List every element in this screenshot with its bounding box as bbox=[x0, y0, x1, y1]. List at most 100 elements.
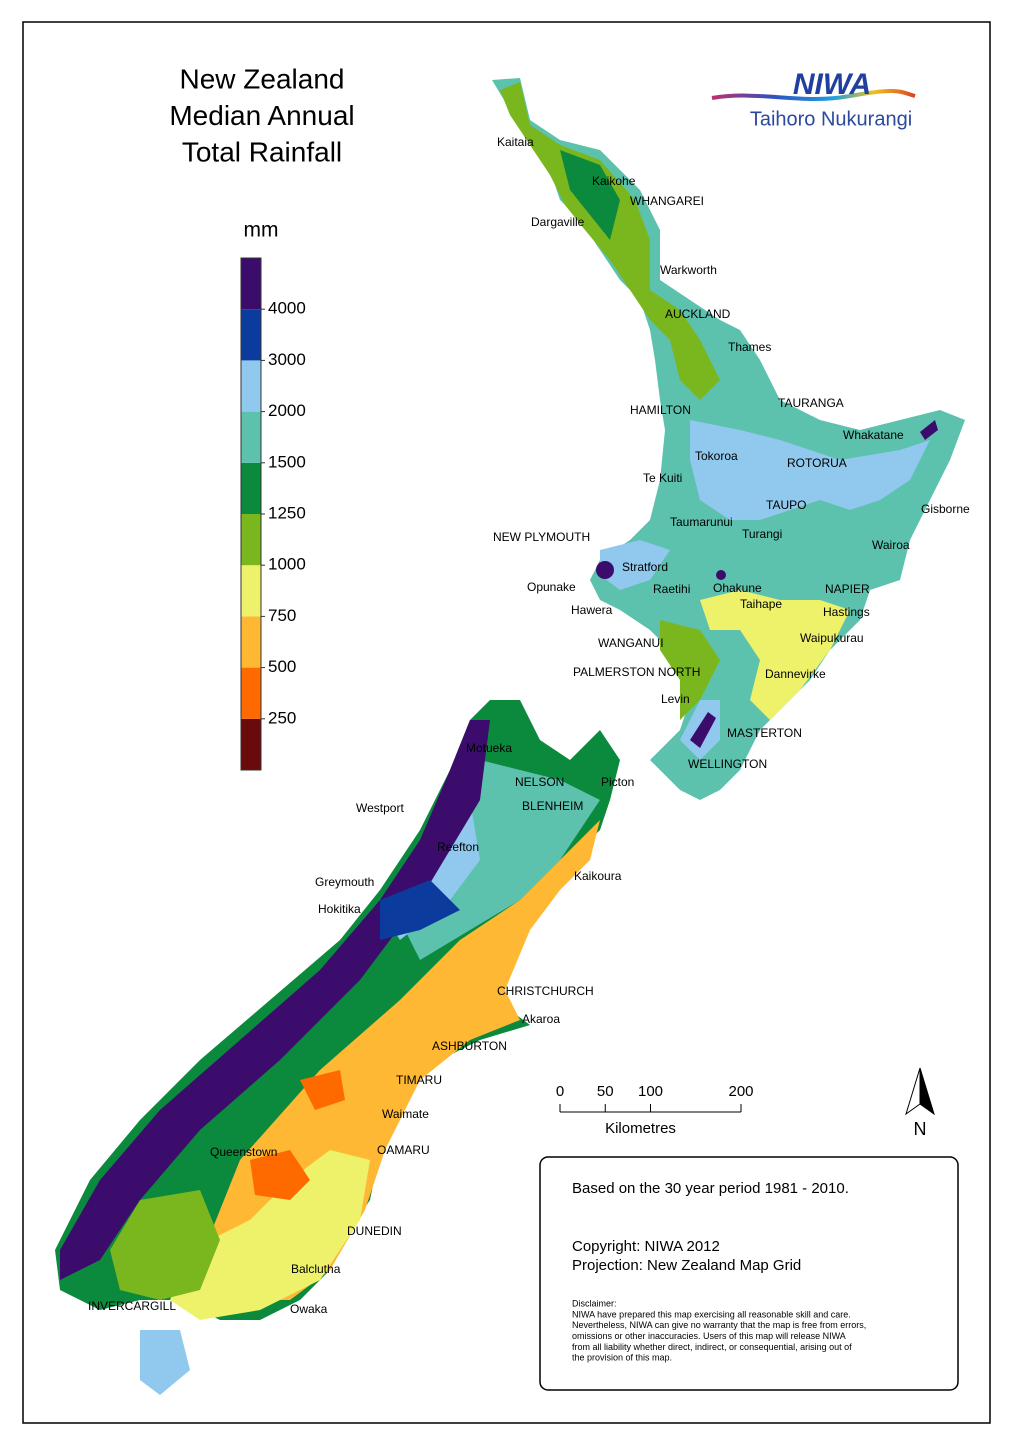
place-label: TIMARU bbox=[396, 1073, 442, 1087]
logo-subtitle: Taihoro Nukurangi bbox=[750, 108, 912, 130]
legend-tick-label: 500 bbox=[268, 657, 296, 676]
legend-tick-label: 750 bbox=[268, 606, 296, 625]
place-label: WHANGAREI bbox=[630, 194, 704, 208]
place-label: Akaroa bbox=[522, 1012, 560, 1026]
place-label: Hokitika bbox=[318, 902, 361, 916]
place-label: Warkworth bbox=[660, 263, 717, 277]
place-label: Raetihi bbox=[653, 582, 690, 596]
legend-swatch bbox=[241, 462, 261, 514]
place-label: AUCKLAND bbox=[665, 307, 731, 321]
scale-tick-label: 0 bbox=[556, 1083, 564, 1100]
place-labels: Kaitaia Kaikohe WHANGAREI Dargaville Warkwor… bbox=[88, 135, 970, 1316]
scale-label: Kilometres bbox=[605, 1120, 676, 1137]
legend-swatch bbox=[241, 411, 261, 463]
alps-purple bbox=[60, 720, 490, 1280]
place-label: Kaikoura bbox=[574, 869, 622, 883]
place-label: Dargaville bbox=[531, 215, 585, 229]
place-label: Reefton bbox=[437, 840, 479, 854]
place-label: Kaikohe bbox=[592, 174, 636, 188]
place-label: Opunake bbox=[527, 580, 576, 594]
southland-green bbox=[110, 1190, 220, 1300]
ruapehu-peak bbox=[716, 570, 726, 580]
scale-bar: 0 50 100 200 Kilometres bbox=[556, 1083, 754, 1137]
alps-blue bbox=[380, 880, 460, 940]
place-label: CHRISTCHURCH bbox=[497, 984, 594, 998]
place-label: Picton bbox=[601, 775, 634, 789]
otago-yellow bbox=[170, 1150, 370, 1320]
map-title: New Zealand Median Annual Total Rainfall bbox=[169, 63, 354, 167]
place-label: Gisborne bbox=[921, 502, 970, 516]
legend-swatch bbox=[241, 616, 261, 668]
place-label: NELSON bbox=[515, 775, 564, 789]
disclaimer: NIWA have prepared this map exercising a… bbox=[572, 1309, 866, 1362]
legend-tick-label: 1250 bbox=[268, 503, 306, 522]
projection: Projection: New Zealand Map Grid bbox=[572, 1257, 801, 1274]
place-label: Whakatane bbox=[843, 428, 904, 442]
disclaimer-line: omissions or other inaccuracies. Users o… bbox=[572, 1331, 846, 1341]
map-land bbox=[55, 78, 965, 1395]
north-label: N bbox=[914, 1119, 927, 1139]
legend-swatch bbox=[241, 667, 261, 719]
place-label: Kaitaia bbox=[497, 135, 534, 149]
taranaki-blue bbox=[600, 540, 670, 590]
title-line: Total Rainfall bbox=[182, 136, 342, 167]
place-label: ASHBURTON bbox=[432, 1039, 507, 1053]
place-label: DUNEDIN bbox=[347, 1224, 402, 1238]
place-label: NAPIER bbox=[825, 582, 870, 596]
disclaimer-title: Disclaimer: bbox=[572, 1298, 617, 1308]
notes-frame bbox=[539, 1156, 959, 1391]
northland-green bbox=[500, 82, 720, 400]
title-line: New Zealand bbox=[180, 63, 345, 94]
place-label: MASTERTON bbox=[727, 726, 802, 740]
place-label: Dannevirke bbox=[765, 667, 826, 681]
place-label: Tokoroa bbox=[695, 449, 738, 463]
place-label: Motueka bbox=[466, 741, 512, 755]
north-arrow: N bbox=[905, 1067, 935, 1139]
logo-name: NIWA bbox=[793, 68, 871, 101]
place-label: Westport bbox=[356, 801, 404, 815]
place-label: Te Kuiti bbox=[643, 471, 682, 485]
place-label: OAMARU bbox=[377, 1143, 430, 1157]
raukumara-peak bbox=[920, 420, 938, 440]
place-label: Taumarunui bbox=[670, 515, 733, 529]
north-arrow-right bbox=[919, 1067, 935, 1116]
legend-swatch bbox=[241, 565, 261, 617]
place-label: NEW PLYMOUTH bbox=[493, 530, 590, 544]
stewart-island bbox=[140, 1330, 190, 1395]
legend: 250 500 750 1000 1250 1500 2000 3000 4000 bbox=[240, 257, 306, 771]
place-label: TAURANGA bbox=[778, 396, 844, 410]
hawkes-bay-dry bbox=[700, 590, 850, 720]
legend-swatch bbox=[241, 514, 261, 566]
place-label: Queenstown bbox=[210, 1145, 277, 1159]
manawatu-green bbox=[660, 620, 720, 720]
place-label: Ohakune bbox=[713, 581, 762, 595]
place-label: Wairoa bbox=[872, 538, 910, 552]
place-label: HAMILTON bbox=[630, 403, 691, 417]
legend-swatch bbox=[241, 718, 261, 770]
place-label: Waipukurau bbox=[800, 631, 864, 645]
legend-tick-label: 4000 bbox=[268, 299, 306, 318]
title-line: Median Annual bbox=[169, 100, 354, 131]
place-label: Turangi bbox=[742, 527, 782, 541]
place-label: Greymouth bbox=[315, 875, 374, 889]
taranaki-peak bbox=[596, 561, 614, 579]
legend-tick-label: 2000 bbox=[268, 401, 306, 420]
notes-box: Based on the 30 year period 1981 - 2010.… bbox=[539, 1156, 959, 1391]
disclaimer-line: from all liability whether direct, indir… bbox=[572, 1342, 852, 1352]
place-label: BLENHEIM bbox=[522, 799, 583, 813]
place-label: PALMERSTON NORTH bbox=[573, 665, 700, 679]
legend-tick-label: 1000 bbox=[268, 555, 306, 574]
disclaimer-line: Nevertheless, NIWA can give no warranty … bbox=[572, 1320, 866, 1330]
place-label: WANGANUI bbox=[598, 636, 664, 650]
place-label: Hawera bbox=[571, 603, 613, 617]
place-label: Stratford bbox=[622, 560, 668, 574]
place-label: Hastings bbox=[823, 605, 870, 619]
tararua-peak bbox=[690, 712, 716, 748]
northland-ridge bbox=[560, 150, 620, 240]
mackenzie-orange bbox=[300, 1070, 345, 1110]
central-otago-orange bbox=[250, 1150, 310, 1200]
place-label: Levin bbox=[661, 692, 690, 706]
place-label: Balclutha bbox=[291, 1262, 341, 1276]
legend-unit: mm bbox=[244, 219, 279, 242]
place-label: WELLINGTON bbox=[688, 757, 767, 771]
